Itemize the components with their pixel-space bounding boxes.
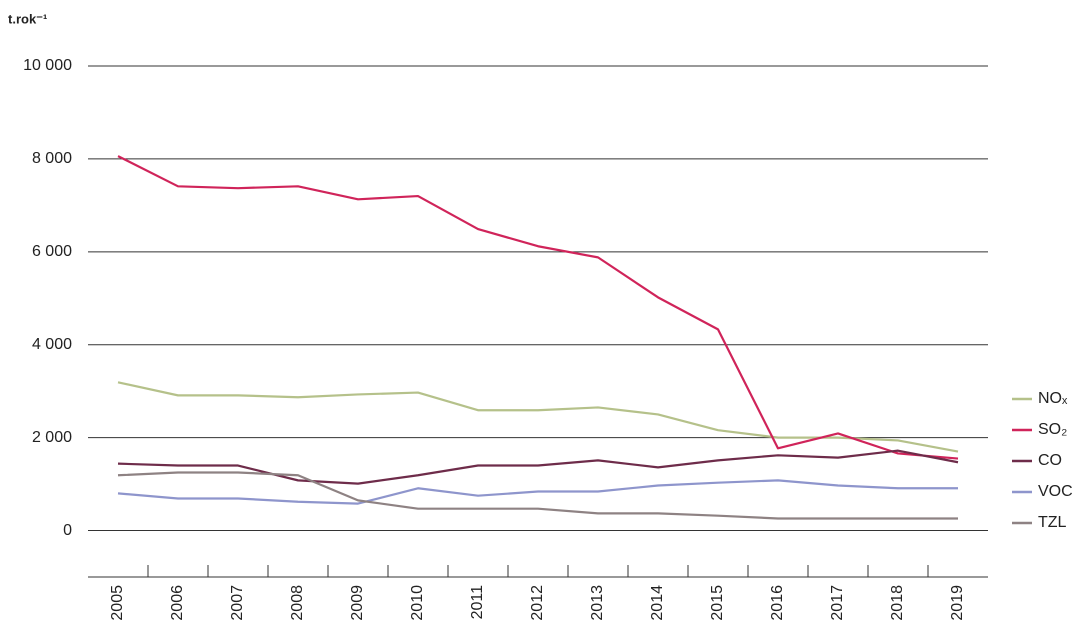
x-tick-label: 2009 xyxy=(349,585,366,621)
y-tick-label: 4 000 xyxy=(32,336,72,353)
x-tick-label: 2019 xyxy=(949,585,966,621)
y-tick-label: 2 000 xyxy=(32,429,72,446)
y-tick-label: 6 000 xyxy=(32,243,72,260)
legend-label: CO xyxy=(1038,452,1062,469)
legend-label: TZL xyxy=(1038,514,1067,531)
series-line xyxy=(117,381,959,453)
x-tick-label: 2016 xyxy=(769,585,786,621)
legend-label: NOₓ xyxy=(1038,390,1068,407)
x-tick-label: 2014 xyxy=(649,585,666,621)
series-line xyxy=(117,471,958,520)
series-line xyxy=(117,449,959,485)
y-tick-label: 10 000 xyxy=(23,57,72,74)
legend-label: VOC xyxy=(1038,483,1073,500)
series-line xyxy=(117,155,959,460)
y-axis-label: t.rok⁻¹ xyxy=(8,11,47,26)
x-tick-label: 2018 xyxy=(889,585,906,621)
x-tick-label: 2011 xyxy=(469,585,486,620)
legend-label: SO₂ xyxy=(1038,421,1067,438)
x-tick-label: 2013 xyxy=(589,585,606,621)
x-tick-label: 2007 xyxy=(229,585,246,621)
y-tick-label: 0 xyxy=(63,522,72,539)
x-tick-label: 2015 xyxy=(709,585,726,621)
x-tick-label: 2012 xyxy=(529,585,546,621)
y-tick-label: 8 000 xyxy=(32,150,72,167)
x-tick-label: 2008 xyxy=(289,585,306,621)
series-line xyxy=(117,479,958,505)
x-tick-label: 2010 xyxy=(409,585,426,621)
x-tick-label: 2017 xyxy=(829,585,846,621)
x-tick-label: 2005 xyxy=(109,585,126,621)
x-tick-label: 2006 xyxy=(169,585,186,621)
